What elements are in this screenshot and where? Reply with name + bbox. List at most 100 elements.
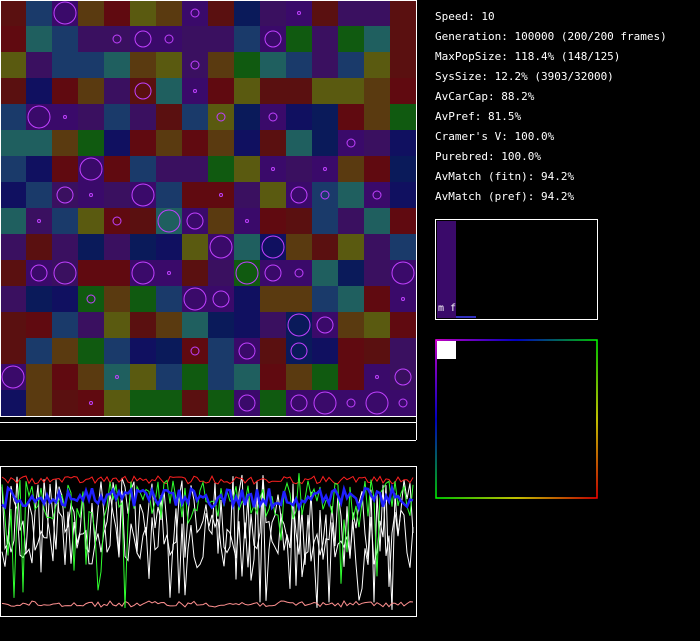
cell	[182, 234, 208, 260]
cell	[208, 312, 234, 338]
organism	[89, 401, 93, 405]
cell	[260, 390, 286, 416]
cell	[156, 52, 182, 78]
organism	[264, 264, 282, 282]
organism	[53, 261, 77, 285]
cell	[208, 234, 234, 260]
organism	[290, 394, 308, 412]
histogram-box	[435, 219, 598, 320]
organism	[190, 60, 200, 70]
cell	[312, 312, 338, 338]
cell	[286, 130, 312, 156]
organism	[287, 313, 311, 337]
organism	[134, 82, 152, 100]
cell	[234, 338, 260, 364]
organism	[167, 271, 171, 275]
organism	[190, 8, 200, 18]
cell	[0, 26, 26, 52]
cell	[182, 156, 208, 182]
cell	[390, 156, 416, 182]
organism	[235, 261, 259, 285]
grid-border	[0, 0, 417, 417]
cell	[312, 104, 338, 130]
cell	[312, 364, 338, 390]
cell	[26, 52, 52, 78]
organism	[365, 391, 389, 415]
cell	[52, 156, 78, 182]
cell	[260, 364, 286, 390]
cell	[338, 156, 364, 182]
cell	[130, 52, 156, 78]
organism	[238, 342, 256, 360]
organism	[375, 375, 379, 379]
cell	[312, 52, 338, 78]
cell	[130, 286, 156, 312]
organism	[53, 1, 77, 25]
cell	[312, 156, 338, 182]
cell	[234, 260, 260, 286]
cell	[260, 260, 286, 286]
cell	[130, 104, 156, 130]
cell	[182, 182, 208, 208]
cell	[364, 338, 390, 364]
organism	[346, 398, 356, 408]
cell	[52, 52, 78, 78]
cell	[0, 130, 26, 156]
cell	[364, 390, 390, 416]
cell	[78, 234, 104, 260]
cell	[364, 78, 390, 104]
cell	[234, 104, 260, 130]
cell	[130, 26, 156, 52]
cell	[78, 156, 104, 182]
cell	[156, 260, 182, 286]
cell	[234, 0, 260, 26]
cell	[130, 390, 156, 416]
organism	[209, 235, 233, 259]
organism	[313, 391, 337, 415]
cell	[156, 0, 182, 26]
cell	[312, 78, 338, 104]
history-line	[1, 483, 414, 513]
cell	[130, 338, 156, 364]
cell	[338, 286, 364, 312]
stat-line: AvMatch (pref): 94.2%	[435, 190, 574, 203]
organism	[131, 261, 155, 285]
cell	[78, 286, 104, 312]
cell	[104, 364, 130, 390]
organism	[131, 183, 155, 207]
cell	[364, 130, 390, 156]
cell	[338, 130, 364, 156]
cell	[208, 286, 234, 312]
cell	[0, 52, 26, 78]
cell	[104, 390, 130, 416]
cell	[0, 390, 26, 416]
cell	[182, 208, 208, 234]
cell	[182, 130, 208, 156]
cell	[390, 130, 416, 156]
cell	[78, 260, 104, 286]
organism	[86, 294, 96, 304]
cell	[338, 104, 364, 130]
cell	[78, 78, 104, 104]
cell	[182, 0, 208, 26]
cell	[208, 260, 234, 286]
cell	[208, 364, 234, 390]
cell	[286, 52, 312, 78]
cell	[182, 390, 208, 416]
stat-line: Purebred: 100.0%	[435, 150, 541, 163]
cell	[52, 390, 78, 416]
cell	[338, 0, 364, 26]
cell	[286, 0, 312, 26]
organism	[212, 290, 230, 308]
cell	[260, 286, 286, 312]
cell	[52, 234, 78, 260]
cell	[390, 182, 416, 208]
cell	[0, 260, 26, 286]
cell	[234, 156, 260, 182]
cell	[390, 0, 416, 26]
cell	[78, 0, 104, 26]
cell	[208, 208, 234, 234]
history-line	[1, 474, 414, 610]
cell	[104, 78, 130, 104]
cell	[78, 312, 104, 338]
